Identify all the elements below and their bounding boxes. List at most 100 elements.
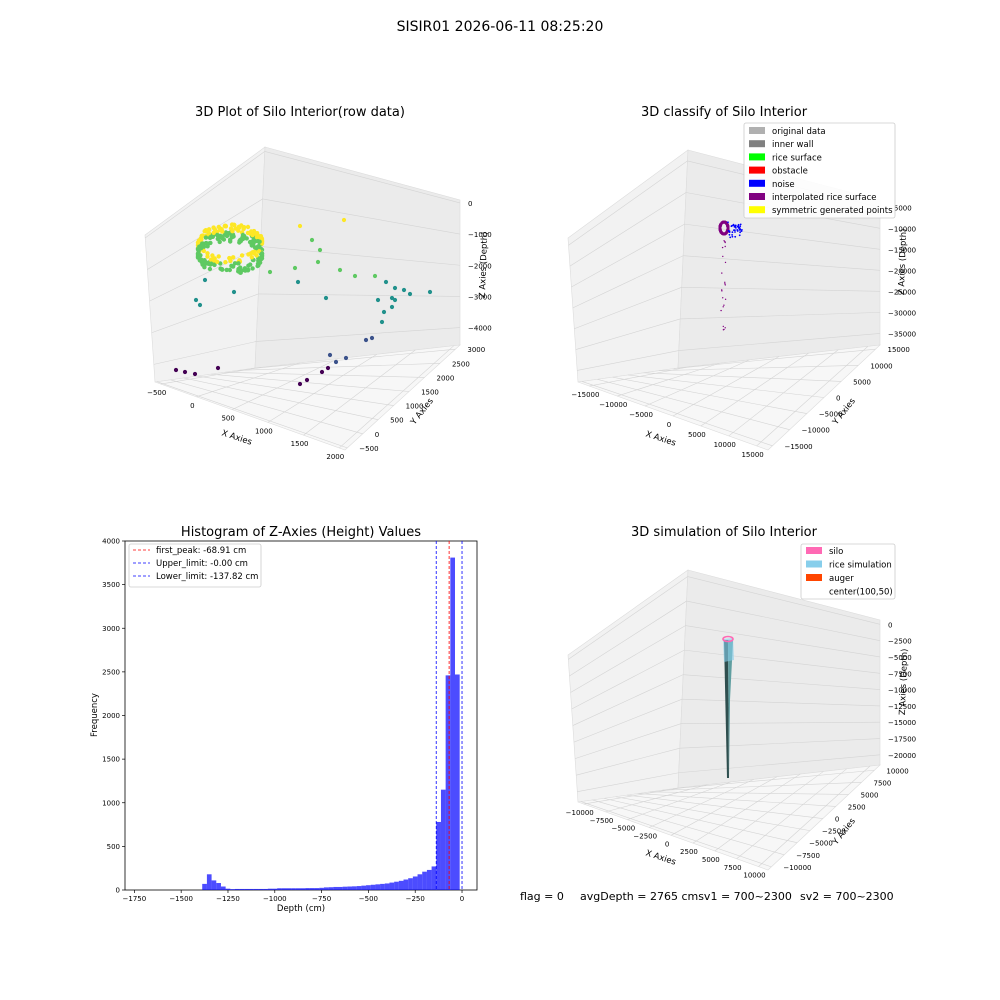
panel2-legend-label: inner wall xyxy=(772,140,813,150)
panel1-point xyxy=(304,377,310,383)
panel2-legend-swatch xyxy=(749,179,765,187)
histogram-bar xyxy=(342,886,348,890)
panel4-zgrid xyxy=(679,738,881,749)
panel1-zgrid xyxy=(147,198,263,270)
panel2-point xyxy=(729,236,732,239)
histogram-bar xyxy=(403,879,409,890)
panel4-zgrid xyxy=(572,674,684,726)
histogram-bar xyxy=(295,888,301,890)
panel2-ztick-label: −35000 xyxy=(888,330,916,338)
panel-3d-raw-data: 3D Plot of Silo Interior(row data) −500 0… xyxy=(144,105,492,461)
histogram-bar xyxy=(235,888,240,890)
panel4-ygrid xyxy=(638,793,836,807)
panel1-point xyxy=(198,246,204,251)
panel2-point xyxy=(724,298,727,300)
panel2-point xyxy=(723,328,725,331)
panel2-legend-label: noise xyxy=(772,180,795,190)
histogram-bar xyxy=(314,888,320,890)
panel1-ztick-label: 0 xyxy=(468,200,472,208)
panel1-point xyxy=(257,239,262,244)
panel1-point xyxy=(237,240,242,245)
histogram-bar xyxy=(361,885,367,890)
panel2-point xyxy=(724,283,726,285)
panel1-xgrid xyxy=(339,345,455,449)
panel2-point xyxy=(722,297,724,299)
panel1-point xyxy=(220,234,225,239)
panel2-point xyxy=(734,235,737,238)
panel1-point xyxy=(369,335,375,341)
panel4-ztick-label: 0 xyxy=(888,621,892,629)
panel1-ytick-label: 1500 xyxy=(421,389,439,397)
panel4-ytick-label: −2500 xyxy=(822,828,846,836)
panel4-xlabel: X Axies xyxy=(644,848,677,867)
panel1-point xyxy=(250,232,255,238)
panel1-point xyxy=(211,258,217,263)
panel2-point xyxy=(726,226,730,230)
panel2-legend-swatch xyxy=(749,127,765,134)
histogram-xtick-label: −1000 xyxy=(263,895,287,903)
panel2-ygrid xyxy=(597,379,790,430)
panel1-ytick-label: 3000 xyxy=(467,346,485,354)
panel1-point xyxy=(228,237,233,242)
footer-sv2: sv2 = 700~2300 xyxy=(800,890,894,903)
panel2-xlabel: X Axies xyxy=(644,429,677,448)
panel2-point xyxy=(728,233,731,236)
panel2-zgrid xyxy=(569,192,687,267)
panel4-ytick-label: 7500 xyxy=(874,779,892,787)
panel3-legend: first_peak: -68.91 cm Upper_limit: -0.00 … xyxy=(128,543,262,588)
panel4-ztick-label: −10000 xyxy=(888,687,916,695)
panel1-xtick-label: 1500 xyxy=(291,440,309,448)
panel1-point xyxy=(249,229,254,234)
panel1-point xyxy=(223,260,228,265)
panel2-zgrid xyxy=(680,312,881,320)
panel1-ygrid xyxy=(237,363,440,371)
panel3-bars xyxy=(202,557,460,890)
panel4-ztick-label: −15000 xyxy=(888,719,916,727)
histogram-bar xyxy=(333,886,338,890)
panel1-point xyxy=(227,267,232,273)
panel1-point xyxy=(202,263,207,268)
panel1-ytick-label: 2500 xyxy=(452,360,470,368)
histogram-bar xyxy=(277,888,282,890)
panel2-point xyxy=(727,221,729,224)
panel1-point xyxy=(381,309,387,315)
panel2-point xyxy=(728,230,731,233)
panel1-ygrid xyxy=(210,373,410,392)
panel2-legend-swatch xyxy=(749,153,765,161)
panel2-point xyxy=(721,289,723,291)
panel1-point xyxy=(246,252,251,257)
histogram-bar xyxy=(239,888,245,890)
histogram-bar xyxy=(309,888,315,890)
panel2-legend-label: interpolated rice surface xyxy=(772,193,877,203)
panel2-ytick-label: 5000 xyxy=(853,378,871,386)
panel4-ztick-label: −17500 xyxy=(888,736,916,744)
histogram-bar xyxy=(258,888,264,890)
panel4-ytick-label: 2500 xyxy=(848,803,866,811)
histogram-bar xyxy=(202,883,207,890)
histogram-bar xyxy=(249,888,254,890)
histogram-ytick-label: 3000 xyxy=(102,625,120,633)
panel1-point xyxy=(250,250,255,255)
panel1-point xyxy=(258,255,264,261)
panel1-point xyxy=(223,223,228,228)
footer-flag: flag = 0 xyxy=(520,890,564,903)
panel1-point xyxy=(392,285,398,291)
panel2-ygrid xyxy=(627,374,825,398)
histogram-bar xyxy=(244,888,250,890)
panel1-points xyxy=(173,217,433,387)
panel2-point xyxy=(732,223,735,226)
panel1-point xyxy=(383,279,389,285)
panel1-point xyxy=(218,266,223,271)
panel4-xtick-label: −7500 xyxy=(590,817,614,825)
panel2-point xyxy=(724,327,726,329)
panel2-ygrid xyxy=(581,381,773,447)
panel3-xlabel: Depth (cm) xyxy=(277,904,325,914)
panel2-point xyxy=(733,225,736,228)
panel2-point xyxy=(722,306,724,308)
panel2-title: 3D classify of Silo Interior xyxy=(641,105,808,120)
panel-histogram: Histogram of Z-Axies (Height) Values −17… xyxy=(90,525,478,914)
panel2-point xyxy=(739,223,742,226)
panel2-legend-label: rice surface xyxy=(772,153,822,163)
panel1-point xyxy=(309,237,315,243)
